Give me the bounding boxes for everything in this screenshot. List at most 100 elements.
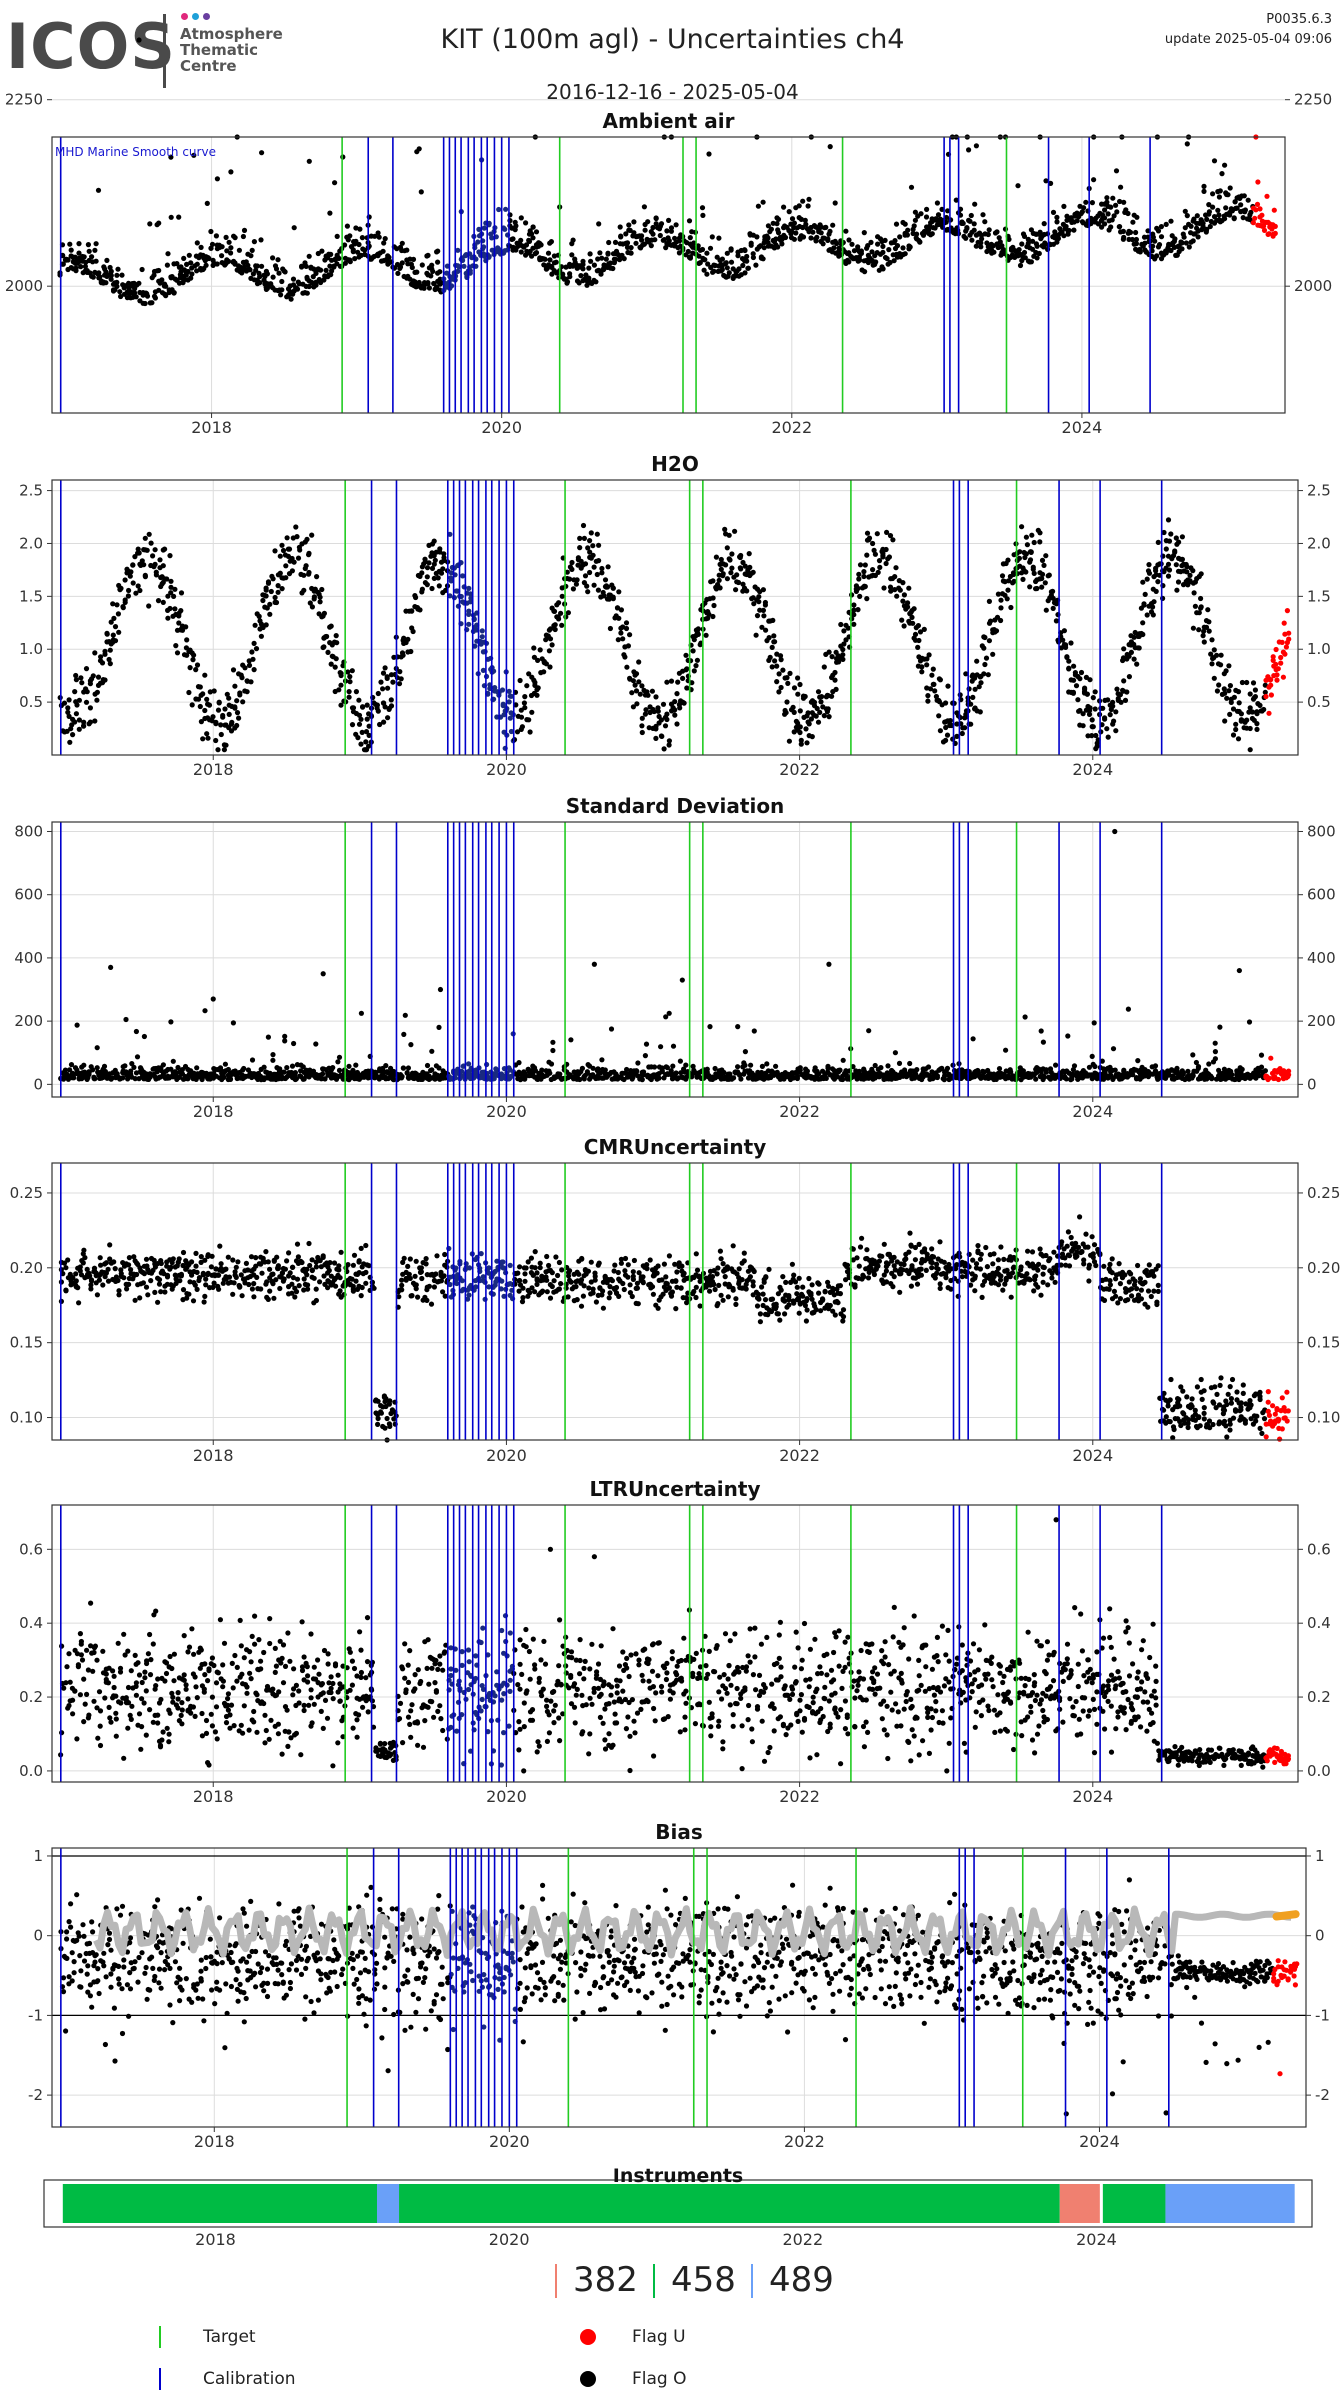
data-point xyxy=(156,267,162,274)
data-point xyxy=(1039,571,1046,578)
data-point xyxy=(972,201,978,207)
data-point xyxy=(102,677,108,683)
data-point xyxy=(67,739,73,745)
data-point xyxy=(1215,207,1221,213)
data-point xyxy=(1195,234,1201,240)
data-point xyxy=(364,702,370,708)
data-point xyxy=(1054,219,1060,225)
data-point xyxy=(110,601,116,607)
data-point xyxy=(502,226,508,232)
data-point xyxy=(1126,674,1132,680)
data-point xyxy=(1223,205,1229,211)
data-point xyxy=(750,569,756,575)
data-point xyxy=(278,292,284,298)
data-point xyxy=(798,741,804,747)
data-point xyxy=(1074,218,1080,224)
data-point xyxy=(587,569,593,576)
data-point xyxy=(875,241,881,247)
data-point xyxy=(1216,194,1222,200)
data-point xyxy=(978,240,984,246)
data-point xyxy=(569,252,575,258)
data-point xyxy=(317,599,323,605)
data-point xyxy=(426,560,432,566)
data-point xyxy=(829,654,835,660)
data-point xyxy=(240,699,246,705)
data-point xyxy=(289,568,295,574)
data-point xyxy=(911,606,917,612)
data-point xyxy=(834,240,840,247)
data-point xyxy=(1211,158,1218,164)
data-point xyxy=(774,663,780,669)
data-point xyxy=(924,206,930,212)
data-point xyxy=(1090,695,1096,701)
data-point xyxy=(616,589,622,595)
data-point xyxy=(719,256,726,262)
data-point xyxy=(734,572,740,578)
data-point xyxy=(1122,697,1129,704)
data-point xyxy=(861,230,867,236)
data-point xyxy=(74,1022,80,1028)
data-point xyxy=(1113,168,1120,174)
data-point xyxy=(1025,236,1031,242)
data-point xyxy=(784,699,790,705)
data-point xyxy=(226,711,232,718)
data-point xyxy=(655,708,661,714)
data-point xyxy=(729,551,735,557)
data-point xyxy=(666,1010,672,1016)
data-point xyxy=(1114,686,1120,692)
data-point xyxy=(691,668,697,674)
data-point xyxy=(73,268,79,274)
data-point xyxy=(234,710,241,716)
data-point xyxy=(444,270,450,276)
data-point xyxy=(1155,228,1162,234)
data-point xyxy=(283,563,289,569)
data-point xyxy=(580,266,586,272)
data-point xyxy=(449,283,455,289)
data-point xyxy=(1227,711,1233,718)
data-point xyxy=(249,649,255,655)
data-point xyxy=(800,234,807,240)
data-point xyxy=(697,260,703,266)
data-point xyxy=(870,540,876,547)
data-point xyxy=(660,701,667,707)
data-point xyxy=(894,243,901,249)
data-point xyxy=(1254,721,1260,727)
data-point xyxy=(1022,1014,1028,1020)
data-point xyxy=(304,536,310,543)
data-point xyxy=(350,249,356,255)
data-point xyxy=(1238,711,1244,717)
data-point xyxy=(595,587,602,593)
data-point xyxy=(279,542,285,548)
data-point xyxy=(1150,604,1156,610)
data-point xyxy=(547,636,554,642)
data-point xyxy=(128,569,134,575)
data-point xyxy=(496,206,502,213)
data-point xyxy=(1274,672,1280,678)
data-point xyxy=(90,274,96,280)
data-point xyxy=(424,574,430,580)
data-point xyxy=(290,276,297,282)
data-point xyxy=(292,1070,298,1076)
data-point xyxy=(1071,1063,1078,1069)
data-point xyxy=(204,696,210,702)
data-point xyxy=(970,1036,976,1042)
data-point xyxy=(288,296,294,302)
data-point xyxy=(744,253,750,260)
data-point xyxy=(978,680,984,686)
data-point xyxy=(61,700,68,706)
data-point xyxy=(914,231,920,237)
data-point xyxy=(565,610,572,616)
data-point xyxy=(886,247,892,253)
data-point xyxy=(789,216,796,222)
data-point xyxy=(659,733,665,740)
data-point xyxy=(1037,539,1043,545)
data-point xyxy=(556,616,562,622)
data-point xyxy=(1015,183,1021,189)
data-point xyxy=(1108,204,1114,210)
data-point xyxy=(802,693,808,700)
data-point xyxy=(650,231,656,237)
data-point xyxy=(147,221,153,227)
data-point xyxy=(973,243,979,249)
